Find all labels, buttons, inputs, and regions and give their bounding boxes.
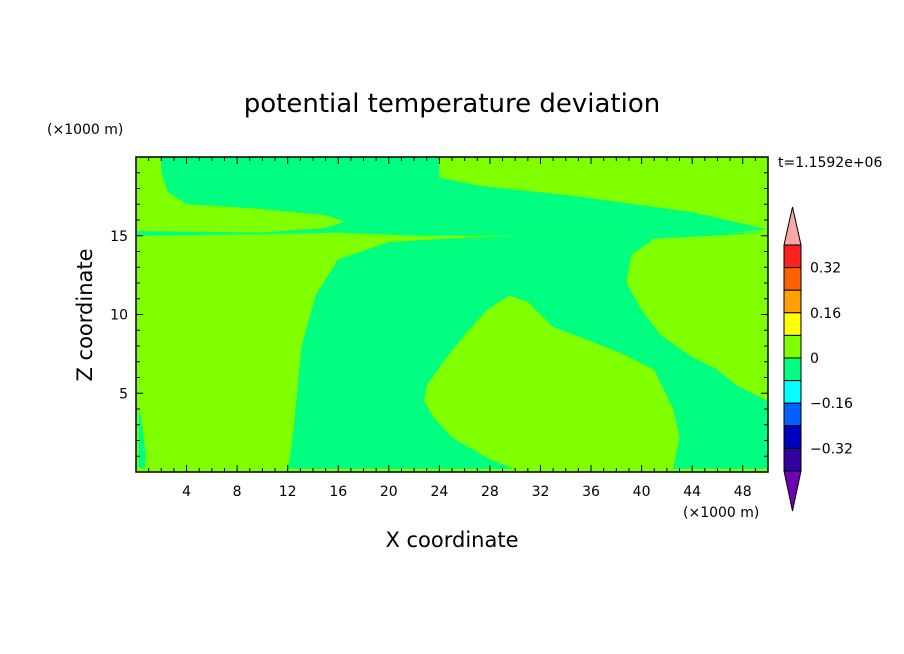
y-tick-labels: 5 10 15 xyxy=(110,229,128,403)
colorbar-max-arrow xyxy=(783,206,802,246)
x-tick-label: 20 xyxy=(380,484,398,500)
colorbar-swatch xyxy=(783,380,802,404)
x-unit-label: (×1000 m) xyxy=(683,505,759,521)
colorbar-swatch xyxy=(783,289,802,314)
colorbar-min-arrow xyxy=(783,470,802,512)
x-tick-label: 8 xyxy=(233,484,242,500)
colorbar-label: 0.32 xyxy=(810,261,841,277)
colorbar-swatch xyxy=(783,267,802,291)
x-tick-label: 44 xyxy=(683,484,701,500)
x-tick-label: 12 xyxy=(279,484,297,500)
colorbar-label: 0 xyxy=(810,351,819,367)
colorbar-swatch xyxy=(783,244,802,269)
x-tick-label: 36 xyxy=(582,484,600,500)
x-axis-label: X coordinate xyxy=(385,528,518,552)
colorbar-swatch xyxy=(783,312,802,336)
x-tick-label: 28 xyxy=(481,484,499,500)
colorbar-swatch xyxy=(783,334,802,359)
y-tick-label: 5 xyxy=(119,386,128,402)
time-label: t=1.1592e+06 xyxy=(778,155,882,171)
x-tick-label: 32 xyxy=(532,484,550,500)
colorbar-swatch xyxy=(783,402,802,427)
x-tick-label: 40 xyxy=(633,484,651,500)
contour-regions xyxy=(136,157,768,472)
contour-region-3 xyxy=(287,232,768,469)
x-tick-labels: 4 8 12 16 20 24 28 32 36 40 44 48 xyxy=(182,484,752,500)
colorbar-labels: 0.32 0.16 0 −0.16 −0.32 xyxy=(810,261,853,458)
contour-region-1 xyxy=(136,157,768,236)
x-tick-label: 4 xyxy=(182,484,191,500)
colorbar-label: −0.32 xyxy=(810,441,853,457)
plot-frame xyxy=(135,156,769,473)
x-tick-label: 24 xyxy=(430,484,448,500)
y-axis-label: Z coordinate xyxy=(73,248,97,381)
y-tick-label: 10 xyxy=(110,308,128,324)
colorbar-label: −0.16 xyxy=(810,396,853,412)
colorbar xyxy=(783,206,802,512)
y-unit-label: (×1000 m) xyxy=(47,122,123,138)
y-tick-label: 15 xyxy=(110,229,128,245)
colorbar-swatch xyxy=(783,357,802,382)
colorbar-swatch xyxy=(783,425,802,449)
x-tick-label: 48 xyxy=(734,484,752,500)
chart-title: potential temperature deviation xyxy=(244,89,660,119)
contour-region-2 xyxy=(138,409,147,469)
colorbar-label: 0.16 xyxy=(810,306,841,322)
colorbar-swatch xyxy=(783,447,802,472)
x-tick-label: 16 xyxy=(329,484,347,500)
